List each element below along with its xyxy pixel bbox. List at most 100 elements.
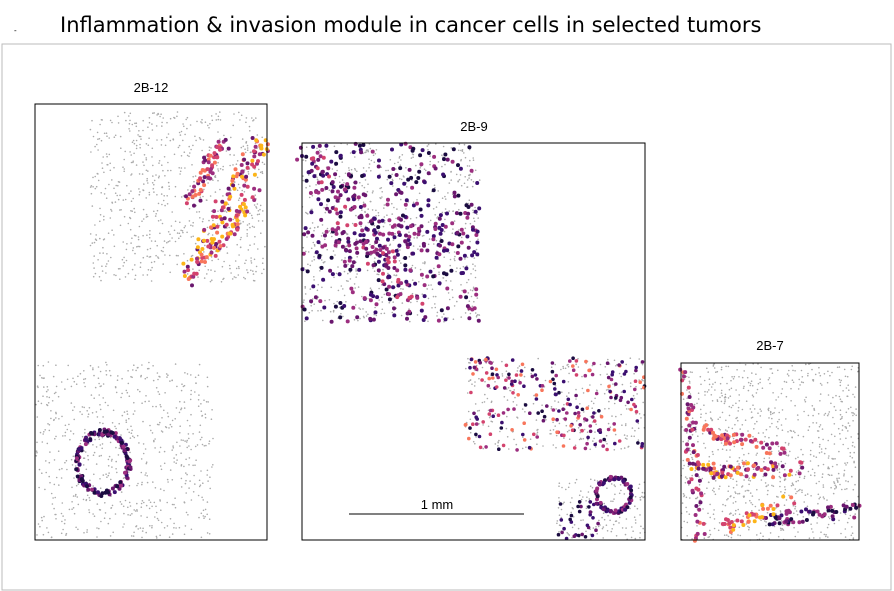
cell	[138, 245, 141, 248]
cell	[68, 423, 70, 426]
cell	[847, 422, 850, 424]
cell	[418, 207, 423, 212]
cell	[708, 383, 711, 386]
cell	[754, 423, 756, 425]
cell	[158, 162, 160, 164]
cell	[561, 407, 565, 412]
cell	[438, 231, 443, 236]
cell	[189, 398, 192, 401]
cell	[242, 197, 247, 202]
cell	[98, 394, 100, 396]
cell	[143, 164, 145, 167]
cell	[205, 179, 208, 181]
cell	[427, 221, 430, 223]
cell	[434, 255, 439, 260]
cell	[815, 482, 818, 485]
cell	[791, 379, 794, 382]
cell	[200, 247, 205, 251]
cell	[494, 412, 497, 415]
cell	[198, 198, 203, 203]
cell	[250, 195, 255, 200]
cell	[638, 413, 641, 415]
cell	[626, 438, 628, 440]
cell	[523, 403, 528, 407]
cell	[684, 428, 689, 432]
cell	[835, 394, 837, 397]
cell	[459, 240, 464, 245]
cell	[190, 528, 193, 531]
cell	[571, 356, 575, 361]
cell	[469, 431, 472, 434]
cell	[582, 496, 584, 498]
cell	[181, 261, 186, 266]
cell	[97, 149, 99, 151]
cell	[345, 245, 348, 247]
cell	[634, 429, 636, 432]
cell	[466, 165, 469, 167]
cell	[617, 363, 621, 367]
cell	[128, 128, 130, 130]
cell	[399, 281, 404, 286]
cell	[568, 429, 570, 432]
cell	[417, 169, 422, 174]
cell	[179, 170, 182, 173]
cell	[245, 121, 247, 124]
cell	[324, 143, 329, 148]
cell	[93, 397, 95, 400]
cell	[183, 407, 186, 409]
cell	[334, 231, 339, 236]
cell	[129, 437, 132, 439]
cell	[554, 373, 558, 378]
cell	[182, 269, 187, 274]
cell	[424, 261, 426, 264]
cell	[58, 484, 60, 486]
scale-bar-label: 1 mm	[421, 497, 454, 512]
cell	[784, 488, 787, 491]
cell	[427, 143, 430, 146]
cell	[560, 508, 563, 511]
cell	[487, 425, 490, 428]
cell	[442, 248, 446, 253]
cell	[162, 246, 165, 249]
cell	[423, 168, 426, 170]
cell	[235, 222, 240, 227]
cell	[143, 501, 145, 504]
cell	[157, 176, 160, 179]
cell	[304, 293, 307, 295]
cell	[381, 301, 384, 303]
cell	[72, 409, 74, 412]
cell	[188, 145, 190, 148]
cell	[131, 429, 133, 432]
cell	[207, 233, 209, 236]
cell	[702, 508, 704, 510]
cell	[691, 474, 693, 477]
cell	[334, 207, 338, 212]
cell	[603, 502, 605, 505]
cell	[475, 252, 480, 257]
cell	[226, 252, 229, 254]
cell	[563, 437, 565, 439]
cell	[185, 264, 190, 269]
cell	[686, 397, 688, 400]
cell	[732, 502, 735, 504]
cell	[815, 422, 818, 424]
cell	[478, 360, 483, 365]
cell	[735, 465, 740, 470]
cell	[239, 163, 244, 167]
cell	[717, 529, 720, 532]
cell	[634, 522, 637, 524]
cell	[368, 316, 373, 321]
cell	[508, 448, 510, 450]
cell	[182, 195, 185, 197]
cell	[169, 254, 171, 257]
cell	[558, 514, 561, 516]
cell	[458, 294, 463, 299]
cell	[590, 400, 593, 403]
cell	[785, 418, 787, 420]
cell	[575, 363, 577, 366]
cell	[223, 137, 228, 142]
cell	[471, 372, 475, 376]
cell	[748, 528, 750, 531]
cell	[55, 417, 57, 419]
cell	[170, 169, 172, 172]
